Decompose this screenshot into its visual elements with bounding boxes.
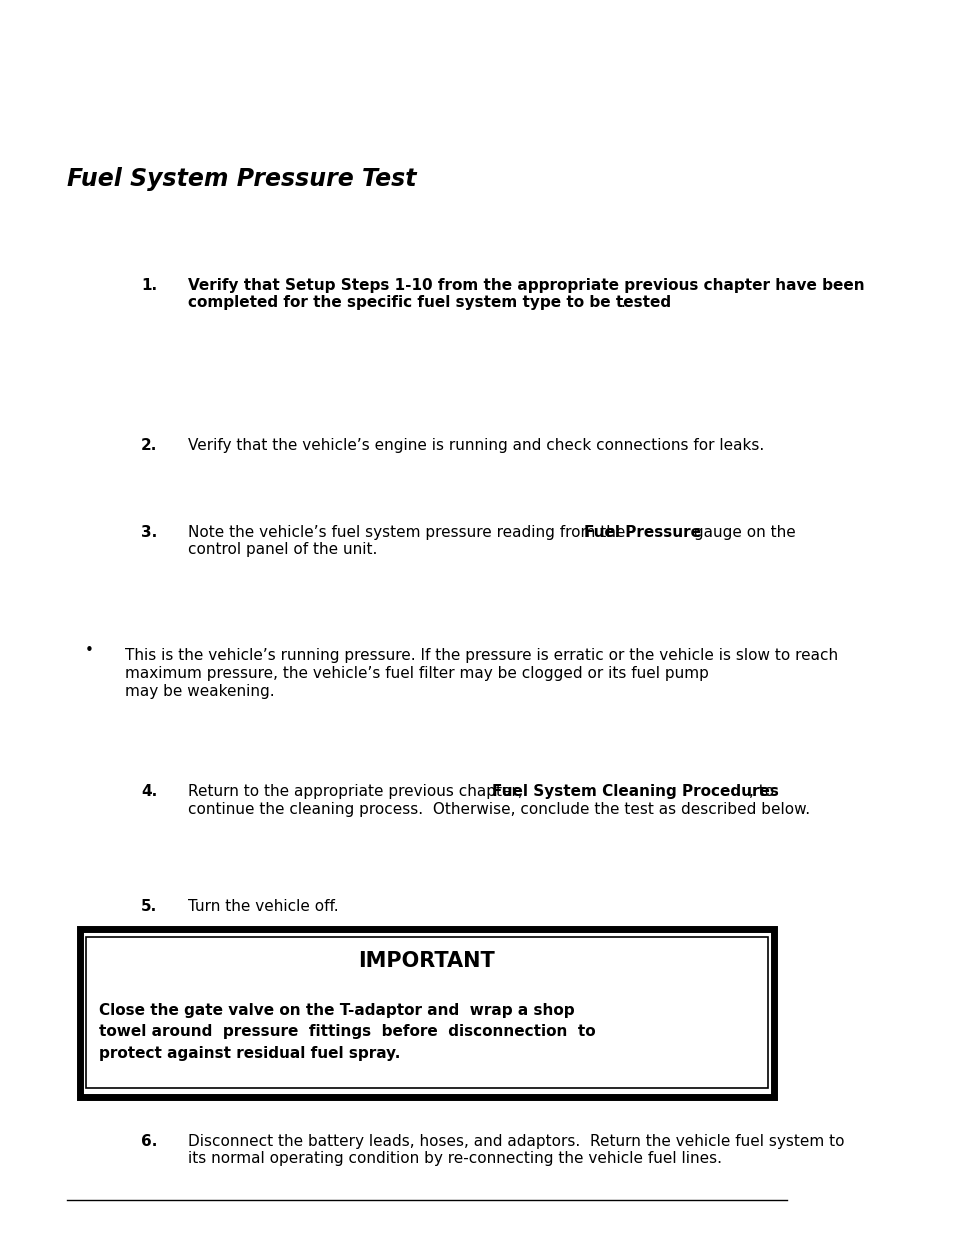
Text: maximum pressure, the vehicle’s fuel filter may be clogged or its fuel pump: maximum pressure, the vehicle’s fuel fil…: [125, 666, 708, 680]
Text: control panel of the unit.: control panel of the unit.: [188, 542, 377, 557]
Text: •: •: [85, 643, 94, 658]
Text: Fuel Pressure: Fuel Pressure: [583, 525, 700, 540]
Text: , to: , to: [748, 784, 773, 799]
Bar: [86, 937, 767, 1088]
Text: Turn the vehicle off.: Turn the vehicle off.: [188, 899, 338, 914]
Text: 5.: 5.: [141, 899, 157, 914]
Text: Fuel System Cleaning Procedures: Fuel System Cleaning Procedures: [492, 784, 778, 799]
Text: This is the vehicle’s running pressure. If the pressure is erratic or the vehicl: This is the vehicle’s running pressure. …: [125, 648, 838, 663]
Text: continue the cleaning process.  Otherwise, conclude the test as described below.: continue the cleaning process. Otherwise…: [188, 802, 809, 816]
Text: 4.: 4.: [141, 784, 157, 799]
Text: Return to the appropriate previous chapter,: Return to the appropriate previous chapt…: [188, 784, 527, 799]
Text: Fuel System Pressure Test: Fuel System Pressure Test: [67, 167, 416, 190]
Text: gauge on the: gauge on the: [688, 525, 795, 540]
Text: Verify that Setup Steps 1-10 from the appropriate previous chapter have been: Verify that Setup Steps 1-10 from the ap…: [188, 278, 863, 293]
Text: may be weakening.: may be weakening.: [125, 684, 274, 699]
Text: its normal operating condition by re-connecting the vehicle fuel lines.: its normal operating condition by re-con…: [188, 1151, 721, 1166]
Text: 3.: 3.: [141, 525, 157, 540]
Text: 1.: 1.: [141, 278, 157, 293]
Text: 2.: 2.: [141, 438, 157, 453]
Text: .: .: [619, 295, 624, 310]
Text: Verify that the vehicle’s engine is running and check connections for leaks.: Verify that the vehicle’s engine is runn…: [188, 438, 763, 453]
Text: Note the vehicle’s fuel system pressure reading from the: Note the vehicle’s fuel system pressure …: [188, 525, 630, 540]
Text: 6.: 6.: [141, 1134, 157, 1149]
Text: Close the gate valve on the T-adaptor and  wrap a shop
towel around  pressure  f: Close the gate valve on the T-adaptor an…: [98, 1003, 595, 1061]
Bar: [80, 929, 773, 1097]
Text: Disconnect the battery leads, hoses, and adaptors.  Return the vehicle fuel syst: Disconnect the battery leads, hoses, and…: [188, 1134, 843, 1149]
Text: IMPORTANT: IMPORTANT: [358, 951, 495, 971]
Text: completed for the specific fuel system type to be tested: completed for the specific fuel system t…: [188, 295, 670, 310]
